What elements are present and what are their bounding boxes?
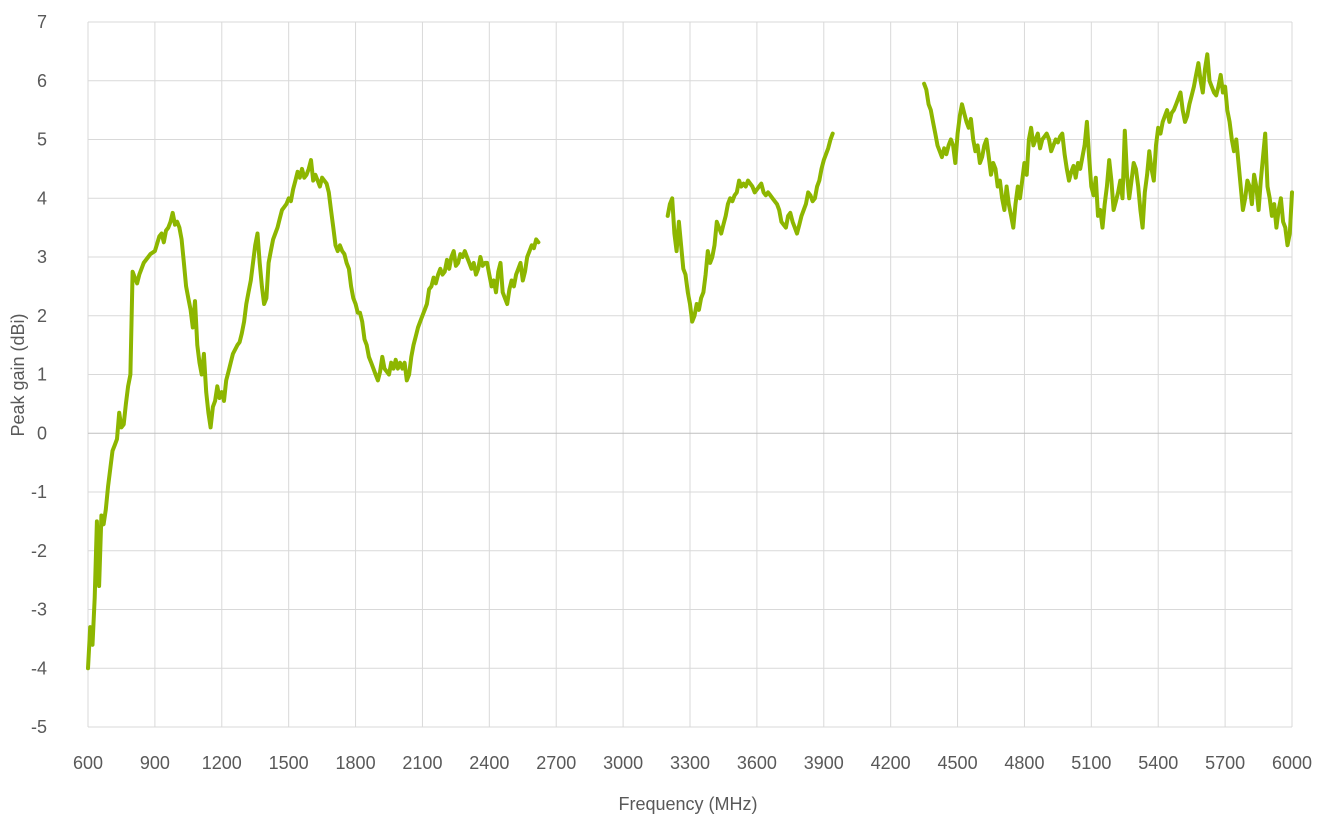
grid-lines xyxy=(87,21,1293,728)
y-tick-label: -4 xyxy=(31,658,47,678)
y-tick-label: 2 xyxy=(37,306,47,326)
y-tick-label: 5 xyxy=(37,130,47,150)
series-layer xyxy=(86,52,1294,671)
y-tick-label: 4 xyxy=(37,188,47,208)
x-tick-label: 3000 xyxy=(603,753,643,773)
x-tick-label: 5400 xyxy=(1138,753,1178,773)
x-tick-label: 1800 xyxy=(336,753,376,773)
x-axis-title: Frequency (MHz) xyxy=(618,794,757,814)
x-tick-label: 5100 xyxy=(1071,753,1111,773)
y-tick-label: -3 xyxy=(31,600,47,620)
x-tick-label: 2700 xyxy=(536,753,576,773)
x-tick-label: 900 xyxy=(140,753,170,773)
y-tick-label: 6 xyxy=(37,71,47,91)
y-tick-label: -5 xyxy=(31,717,47,737)
x-tick-label: 4500 xyxy=(938,753,978,773)
series-line-segment xyxy=(86,158,541,671)
series-line-segment xyxy=(922,52,1294,248)
x-tick-label: 5700 xyxy=(1205,753,1245,773)
x-tick-label: 2400 xyxy=(469,753,509,773)
x-tick-label: 1200 xyxy=(202,753,242,773)
y-tick-label: -1 xyxy=(31,482,47,502)
y-tick-labels: -5 -4 -3 -2 -1 0 1 2 3 4 5 6 7 xyxy=(31,12,47,737)
x-tick-label: 6000 xyxy=(1272,753,1312,773)
x-tick-label: 3600 xyxy=(737,753,777,773)
y-tick-label: -2 xyxy=(31,541,47,561)
x-tick-label: 2100 xyxy=(402,753,442,773)
y-tick-label: 7 xyxy=(37,12,47,32)
y-tick-label: 0 xyxy=(37,423,47,443)
x-tick-label: 600 xyxy=(73,753,103,773)
x-tick-label: 4800 xyxy=(1004,753,1044,773)
y-tick-label: 3 xyxy=(37,247,47,267)
y-tick-label: 1 xyxy=(37,365,47,385)
series-line-segment xyxy=(665,131,835,324)
y-axis-title: Peak gain (dBi) xyxy=(8,313,28,436)
x-tick-label: 4200 xyxy=(871,753,911,773)
x-tick-labels: 600 900 1200 1500 1800 2100 2400 2700 3000 3300 36… xyxy=(73,753,1312,773)
x-tick-label: 3900 xyxy=(804,753,844,773)
x-tick-label: 1500 xyxy=(269,753,309,773)
x-tick-label: 3300 xyxy=(670,753,710,773)
